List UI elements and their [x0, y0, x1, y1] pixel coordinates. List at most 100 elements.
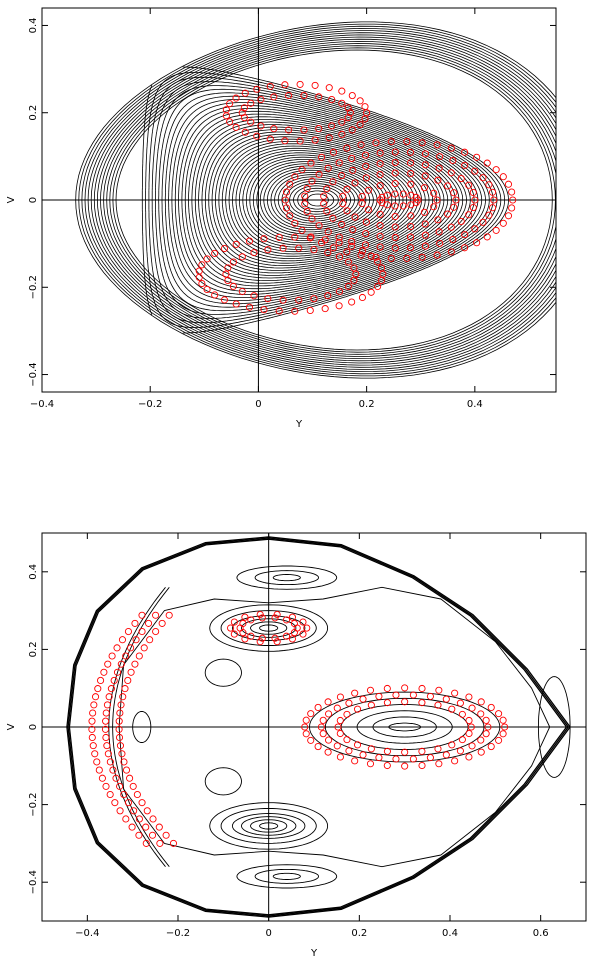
- bottom-xtick-label: 0.2: [351, 928, 367, 939]
- bottom-marker: [383, 761, 391, 770]
- bottom-marker: [102, 733, 110, 742]
- top-marker: [420, 208, 428, 216]
- top-marker: [296, 137, 304, 145]
- top-marker: [295, 296, 303, 304]
- top-marker: [279, 244, 287, 252]
- bottom-marker: [101, 725, 110, 733]
- top-contour-line: [155, 85, 494, 315]
- top-marker: [195, 273, 203, 281]
- bottom-separatrix: [118, 586, 551, 728]
- bottom-marker: [343, 736, 351, 744]
- bottom-marker: [109, 766, 117, 774]
- top-marker: [300, 126, 308, 134]
- top-marker: [434, 176, 442, 184]
- bottom-marker: [314, 743, 322, 751]
- top-marker: [444, 210, 452, 218]
- top-marker: [266, 82, 274, 90]
- bottom-marker: [307, 736, 315, 744]
- bottom-marker: [247, 616, 255, 624]
- top-marker: [504, 180, 513, 188]
- top-marker: [335, 233, 343, 241]
- bottom-marker: [116, 807, 124, 815]
- bottom-marker: [118, 636, 127, 644]
- top-boundary-ring: [78, 23, 556, 377]
- top-marker: [260, 235, 268, 243]
- bottom-marker: [138, 628, 146, 636]
- top-marker: [399, 190, 407, 198]
- top-marker: [391, 148, 399, 156]
- top-marker: [253, 132, 261, 140]
- top-marker: [291, 307, 299, 315]
- bottom-ytick-label: 0.2: [28, 641, 39, 657]
- top-contour-line: [198, 124, 445, 276]
- top-marker: [447, 144, 455, 152]
- bottom-marker: [336, 716, 344, 725]
- top-marker: [344, 114, 352, 122]
- bottom-marker: [383, 747, 391, 755]
- top-marker: [461, 148, 469, 156]
- top-marker: [328, 122, 336, 130]
- top-marker: [499, 173, 507, 181]
- top-marker: [298, 166, 306, 174]
- bottom-marker: [401, 698, 409, 706]
- top-marker: [418, 253, 426, 261]
- bottom-marker: [487, 703, 495, 711]
- bottom-marker: [89, 742, 97, 750]
- top-marker: [330, 244, 338, 252]
- top-marker: [407, 191, 415, 199]
- bottom-marker: [418, 684, 426, 693]
- top-marker: [339, 200, 347, 208]
- bottom-marker: [91, 693, 100, 701]
- bottom-marker: [353, 705, 362, 713]
- top-marker: [350, 276, 358, 284]
- top-marker: [232, 300, 240, 308]
- top-marker: [361, 241, 370, 249]
- bottom-marker: [115, 717, 123, 725]
- top-marker: [291, 173, 299, 181]
- top-marker: [348, 126, 356, 134]
- bottom-marker: [467, 723, 475, 731]
- bottom-marker: [135, 652, 143, 660]
- bottom-marker: [442, 751, 450, 759]
- top-marker: [473, 239, 481, 247]
- bottom-marker: [465, 693, 473, 701]
- top-marker: [407, 233, 415, 241]
- bottom-marker: [95, 766, 103, 774]
- top-boundary-ring: [96, 36, 556, 364]
- bottom-marker: [351, 757, 359, 765]
- bottom-marker: [375, 692, 383, 700]
- top-marker: [348, 154, 356, 162]
- top-ytick-label: 0.4: [28, 18, 39, 34]
- top-marker: [348, 242, 356, 250]
- top-contour-line: [259, 165, 378, 235]
- top-marker: [483, 159, 491, 167]
- top-marker: [344, 258, 352, 266]
- top-boundary-ring: [106, 43, 556, 357]
- top-contour-line: [239, 152, 400, 248]
- bottom-marker: [152, 628, 160, 636]
- top-marker: [362, 218, 370, 226]
- bottom-boundary: [67, 537, 569, 917]
- bottom-marker: [383, 699, 391, 707]
- top-marker: [222, 112, 230, 120]
- top-marker: [241, 128, 249, 136]
- bottom-marker: [256, 638, 264, 646]
- top-marker: [391, 212, 399, 221]
- bottom-marker: [142, 823, 150, 831]
- top-marker: [449, 235, 457, 244]
- top-marker: [306, 306, 314, 314]
- top-marker: [281, 81, 289, 89]
- bottom-marker: [324, 698, 332, 706]
- bottom-marker: [115, 725, 123, 733]
- top-boundary-ring: [90, 32, 556, 368]
- top-marker: [321, 305, 329, 313]
- top-xtick-label: −0.4: [30, 399, 54, 410]
- top-marker: [457, 175, 465, 183]
- top-contour-line: [301, 190, 335, 210]
- top-marker: [364, 186, 373, 194]
- bottom-marker: [129, 782, 137, 790]
- bottom-marker: [302, 730, 310, 738]
- top-marker: [407, 159, 415, 167]
- top-marker: [335, 239, 343, 247]
- bottom-marker: [106, 758, 114, 766]
